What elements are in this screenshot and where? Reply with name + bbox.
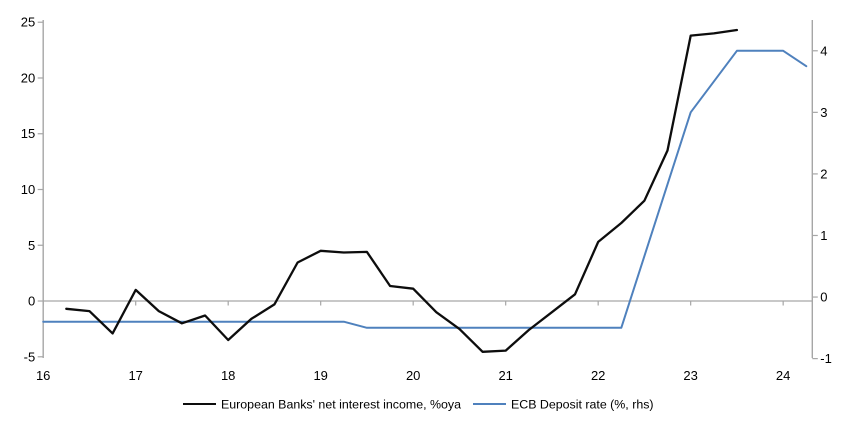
y-axis-left-tick-label: 20 bbox=[21, 70, 35, 85]
y-axis-right-tick-label: 1 bbox=[820, 228, 827, 243]
x-axis-tick-label: 16 bbox=[36, 368, 50, 383]
legend-label-0: European Banks' net interest income, %oy… bbox=[221, 397, 461, 411]
y-axis-right-tick-label: 2 bbox=[820, 166, 827, 181]
x-axis-tick-label: 22 bbox=[591, 368, 605, 383]
x-axis-tick-label: 23 bbox=[683, 368, 697, 383]
series-line-0 bbox=[65, 28, 739, 353]
y-axis-left-tick-label: -5 bbox=[24, 349, 36, 364]
series-line-1 bbox=[42, 49, 808, 329]
y-axis-right-tick-label: 4 bbox=[820, 43, 827, 58]
y-axis-left-tick-label: 15 bbox=[21, 126, 35, 141]
legend-label-1: ECB Deposit rate (%, rhs) bbox=[511, 397, 654, 411]
x-axis-tick-label: 18 bbox=[221, 368, 235, 383]
x-axis-tick-label: 19 bbox=[313, 368, 327, 383]
y-axis-left-tick-label: 10 bbox=[21, 182, 35, 197]
x-axis-tick-label: 21 bbox=[498, 368, 512, 383]
y-axis-left-tick-label: 5 bbox=[28, 238, 35, 253]
y-axis-right-tick-label: 0 bbox=[820, 290, 827, 305]
x-axis-tick-label: 24 bbox=[776, 368, 790, 383]
x-axis-tick-label: 20 bbox=[406, 368, 420, 383]
y-axis-right-tick-label: 3 bbox=[820, 105, 827, 120]
y-axis-left-tick-label: 25 bbox=[21, 15, 35, 30]
y-axis-left-tick-label: 0 bbox=[28, 294, 35, 309]
y-axis-right-tick-label: -1 bbox=[820, 351, 832, 366]
x-axis-tick-label: 17 bbox=[128, 368, 142, 383]
